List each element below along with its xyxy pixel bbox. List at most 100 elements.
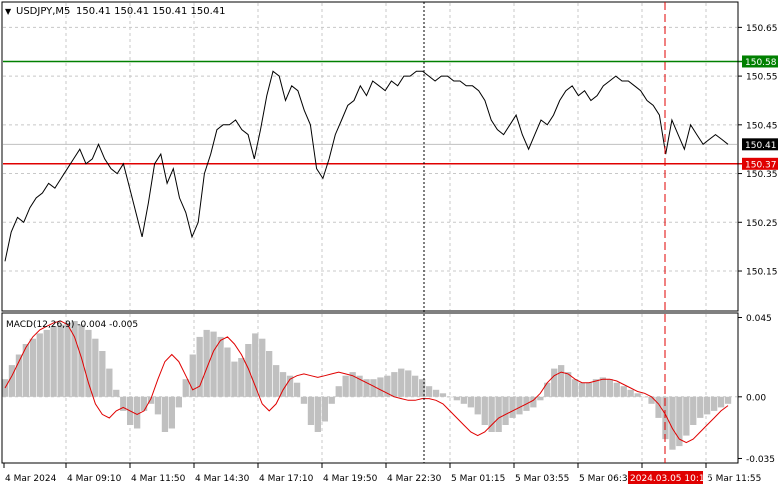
collapse-triangle-icon[interactable]: ▼ <box>5 7 12 16</box>
macd-panel-border <box>1 312 739 464</box>
macd-bar <box>551 368 558 397</box>
macd-bar <box>425 386 433 397</box>
time-marker-label: 2024.03.05 10:10 <box>630 474 711 484</box>
macd-bar <box>558 365 565 397</box>
macd-bar <box>279 372 287 397</box>
macd-bar <box>669 396 676 450</box>
macd-panel[interactable]: 0.045 0.00 -0.035 MACD(12,26,9) -0.004 -0.… <box>1 312 775 465</box>
support-price-label: 150.37 <box>745 160 777 170</box>
macd-bar <box>314 396 321 432</box>
resistance-price-tag: 150.58 <box>742 55 778 68</box>
macd-bar <box>307 396 315 425</box>
macd-bar <box>530 396 537 408</box>
macd-bar <box>57 324 64 397</box>
macd-bar <box>592 379 600 397</box>
macd-bar <box>655 396 662 418</box>
macd-bar <box>15 354 23 397</box>
time-tick-label: 5 Mar 11:55 <box>707 474 761 484</box>
resistance-price-label: 150.58 <box>745 58 777 68</box>
macd-bar <box>175 396 182 408</box>
macd-bar <box>349 372 356 397</box>
time-tick-label: 4 Mar 11:50 <box>131 474 186 484</box>
macd-bar <box>432 389 440 397</box>
macd-bar <box>398 368 405 397</box>
price-axis: 150.65 150.55 150.45 150.35 150.25 150.15 <box>738 24 778 278</box>
macd-bar <box>36 333 43 397</box>
macd-bar <box>634 393 641 397</box>
macd-bar <box>120 396 127 411</box>
macd-bar <box>259 338 266 397</box>
price-tick-label: 150.55 <box>746 73 778 83</box>
macd-bar <box>8 365 16 397</box>
macd-bar <box>335 386 342 397</box>
price-tick-label: 150.35 <box>746 170 778 180</box>
macd-bar <box>196 336 203 397</box>
macd-bar <box>620 386 627 397</box>
macd-bar <box>140 396 148 411</box>
macd-bar <box>446 396 454 398</box>
price-series-line <box>4 70 729 262</box>
macd-bar <box>154 396 162 415</box>
macd-bar <box>474 396 481 415</box>
macd-bar <box>168 396 175 429</box>
macd-bar <box>43 329 50 397</box>
macd-bar <box>439 393 447 397</box>
price-grid <box>3 3 737 310</box>
price-panel[interactable]: 150.65 150.55 150.45 150.35 150.25 150.15 ▼ U… <box>1 1 778 312</box>
macd-bar <box>641 396 648 398</box>
macd-bar <box>391 372 398 397</box>
time-tick-label: 4 Mar 09:10 <box>67 474 122 484</box>
macd-bar <box>286 375 294 397</box>
macd-bar <box>266 351 273 397</box>
macd-bar <box>384 375 391 397</box>
macd-bar <box>238 358 245 397</box>
macd-bar <box>300 396 308 404</box>
macd-bar <box>85 329 92 397</box>
macd-bar <box>231 361 238 397</box>
macd-bar <box>147 396 155 404</box>
macd-bar <box>516 396 523 415</box>
macd-bar <box>599 377 606 397</box>
time-marker-tag: 2024.03.05 10:10 <box>628 471 711 484</box>
macd-bar <box>565 372 572 397</box>
time-tick-label: 4 Mar 2024 <box>5 474 57 484</box>
macd-bar <box>627 389 634 397</box>
macd-bar <box>113 389 120 397</box>
macd-bar <box>106 368 113 397</box>
macd-bar <box>724 396 732 404</box>
macd-bar <box>182 379 189 397</box>
macd-bar <box>50 326 57 397</box>
current-price-tag: 150.41 <box>742 138 778 151</box>
price-panel-border <box>1 1 739 312</box>
macd-bar <box>377 377 384 397</box>
macd-bar <box>467 396 474 408</box>
macd-bar <box>22 344 29 397</box>
macd-histogram <box>1 321 732 450</box>
macd-bar <box>99 351 106 397</box>
time-tick-label: 4 Mar 17:10 <box>259 474 314 484</box>
price-tick-label: 150.25 <box>746 219 778 229</box>
price-tick-label: 150.45 <box>746 121 778 131</box>
macd-bar <box>683 396 690 436</box>
macd-bar <box>224 347 231 397</box>
macd-bar <box>537 396 544 401</box>
macd-bar <box>293 382 301 397</box>
support-price-tag: 150.37 <box>742 157 778 170</box>
time-tick-label: 5 Mar 03:55 <box>515 474 569 484</box>
macd-bar <box>717 396 725 408</box>
macd-bar <box>328 396 335 404</box>
macd-bar <box>92 338 99 397</box>
macd-bar <box>29 338 36 397</box>
current-price-label: 150.41 <box>745 141 777 151</box>
price-tick-label: 150.65 <box>746 24 778 34</box>
time-tick-label: 4 Mar 19:50 <box>323 474 378 484</box>
macd-bar <box>161 396 169 432</box>
macd-legend: MACD(12,26,9) -0.004 -0.005 <box>6 320 138 330</box>
macd-bar <box>405 370 412 397</box>
macd-bar <box>203 329 210 397</box>
macd-bar <box>648 396 655 404</box>
macd-bar <box>488 396 495 432</box>
macd-axis: 0.045 0.00 -0.035 <box>738 314 775 465</box>
